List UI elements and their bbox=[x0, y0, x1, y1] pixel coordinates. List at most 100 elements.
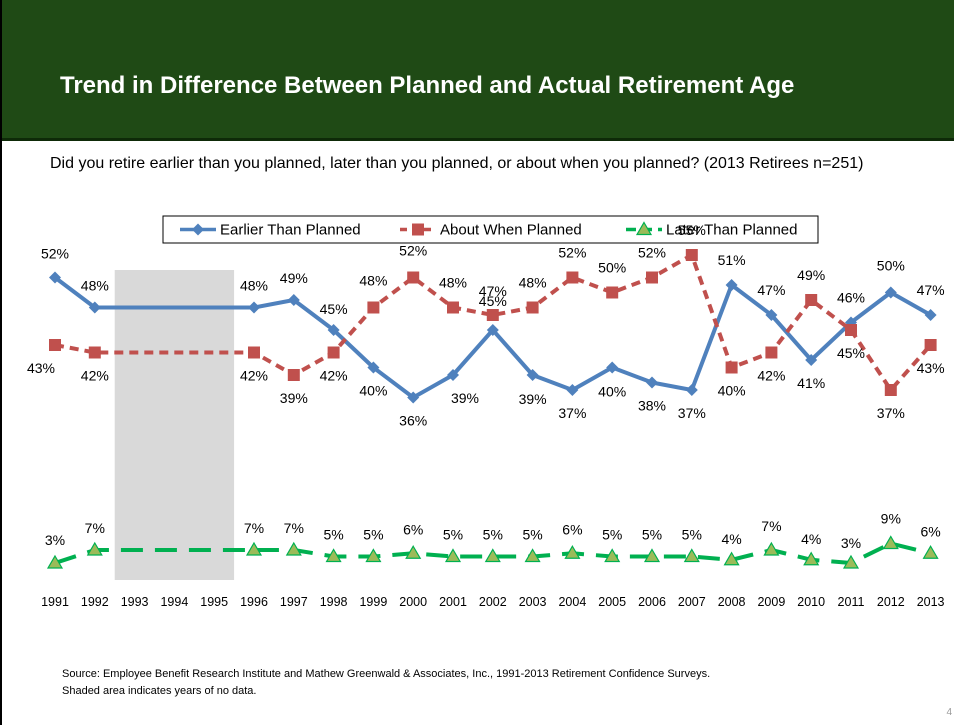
x-tick-2002: 2002 bbox=[479, 595, 507, 609]
data-label-1-2006: 52% bbox=[638, 245, 666, 261]
data-label-0-1999: 40% bbox=[359, 383, 387, 399]
data-label-2-2011: 3% bbox=[841, 535, 861, 551]
point-0-2010 bbox=[805, 354, 818, 366]
data-label-0-2010: 41% bbox=[797, 375, 825, 391]
point-0-2012 bbox=[884, 286, 897, 299]
point-0-1997 bbox=[287, 294, 300, 306]
x-tick-2007: 2007 bbox=[678, 595, 706, 609]
legend-label-2: Later Than Planned bbox=[666, 222, 798, 239]
data-label-2-1998: 5% bbox=[323, 527, 343, 543]
point-1-2003 bbox=[526, 301, 539, 314]
data-label-2-1999: 5% bbox=[363, 527, 383, 543]
series-line-0 bbox=[53, 275, 932, 400]
point-2-2012 bbox=[882, 535, 899, 550]
point-1-2011 bbox=[845, 324, 857, 336]
data-label-1-2011: 45% bbox=[837, 345, 865, 361]
point-2-2002 bbox=[484, 548, 501, 563]
x-tick-1995: 1995 bbox=[200, 595, 228, 609]
data-label-1-2001: 48% bbox=[439, 275, 467, 291]
data-label-1-2002: 47% bbox=[479, 283, 507, 299]
data-label-2-2001: 5% bbox=[443, 527, 463, 543]
data-label-0-2008: 51% bbox=[718, 252, 746, 268]
point-2-2009 bbox=[763, 541, 780, 556]
x-tick-2011: 2011 bbox=[838, 595, 865, 609]
data-label-1-2013: 43% bbox=[917, 360, 945, 376]
point-0-2008 bbox=[725, 279, 738, 291]
point-0-1999 bbox=[367, 361, 380, 374]
data-label-2-2005: 5% bbox=[602, 527, 622, 543]
legend-box bbox=[162, 215, 819, 244]
data-label-2-2009: 7% bbox=[761, 518, 781, 534]
point-2-2003 bbox=[524, 548, 541, 563]
point-1-2008 bbox=[725, 361, 738, 374]
point-1-2009 bbox=[765, 346, 778, 359]
point-0-1998 bbox=[327, 324, 340, 336]
x-tick-1999: 1999 bbox=[359, 595, 387, 609]
point-1-2005 bbox=[606, 286, 619, 299]
data-label-1-1999: 48% bbox=[359, 273, 387, 289]
data-label-1-2008: 40% bbox=[718, 383, 746, 399]
series-line-1 bbox=[54, 253, 933, 392]
data-label-0-1998: 45% bbox=[320, 301, 348, 317]
data-label-0-2005: 40% bbox=[598, 384, 626, 400]
point-1-1992 bbox=[88, 346, 101, 359]
data-label-0-1997: 49% bbox=[280, 270, 308, 286]
data-label-0-1992: 48% bbox=[81, 278, 109, 294]
series-line-2 bbox=[54, 541, 932, 565]
shade-note: Shaded area indicates years of no data. bbox=[62, 685, 257, 697]
slide-edge bbox=[0, 0, 2, 725]
data-label-0-2004: 37% bbox=[558, 405, 586, 421]
point-2-2004 bbox=[564, 545, 581, 559]
point-0-2004 bbox=[566, 384, 579, 396]
point-2-2013 bbox=[922, 545, 939, 559]
legend-label-0: Earlier Than Planned bbox=[220, 222, 361, 239]
data-label-1-2003: 48% bbox=[519, 275, 547, 291]
point-0-2002 bbox=[486, 324, 499, 336]
data-label-0-2001: 39% bbox=[451, 390, 479, 406]
data-label-0-2000: 36% bbox=[399, 413, 427, 429]
data-label-2-1997: 7% bbox=[284, 520, 304, 536]
point-1-1997 bbox=[287, 369, 300, 381]
point-0-2003 bbox=[526, 369, 539, 381]
point-2-2005 bbox=[604, 548, 621, 563]
data-label-2-2012: 9% bbox=[881, 511, 901, 527]
source-text: Source: Employee Benefit Research Instit… bbox=[62, 668, 711, 680]
survey-question: Did you retire earlier than you planned,… bbox=[50, 155, 864, 172]
point-2-2000 bbox=[405, 545, 422, 559]
point-1-2010 bbox=[805, 294, 818, 306]
data-label-2-2008: 4% bbox=[721, 531, 741, 547]
point-2-1996 bbox=[245, 541, 263, 556]
data-label-0-2003: 39% bbox=[519, 391, 547, 407]
data-label-2-2006: 5% bbox=[642, 527, 662, 543]
x-tick-2010: 2010 bbox=[797, 595, 825, 609]
data-label-1-2004: 52% bbox=[558, 245, 586, 261]
data-label-1-1992: 42% bbox=[81, 368, 109, 384]
point-1-2002 bbox=[486, 309, 499, 321]
page-number: 4 bbox=[946, 707, 952, 718]
point-2-2011 bbox=[842, 554, 860, 569]
data-label-0-2011: 46% bbox=[837, 290, 865, 306]
source-note: Source: Employee Benefit Research Instit… bbox=[62, 666, 932, 700]
point-0-2009 bbox=[765, 309, 778, 321]
point-0-2005 bbox=[606, 361, 619, 374]
x-tick-2001: 2001 bbox=[439, 595, 467, 609]
slide-title: Trend in Difference Between Planned and … bbox=[60, 72, 795, 99]
data-label-2-2004: 6% bbox=[562, 521, 582, 537]
x-tick-2004: 2004 bbox=[558, 595, 586, 609]
x-tick-2009: 2009 bbox=[757, 595, 785, 609]
legend-marker-0 bbox=[192, 223, 204, 236]
point-1-2006 bbox=[646, 271, 658, 284]
data-label-2-2000: 6% bbox=[403, 521, 423, 537]
data-label-0-2009: 47% bbox=[757, 282, 785, 298]
x-tick-1998: 1998 bbox=[320, 595, 348, 609]
point-2-2008 bbox=[723, 551, 740, 566]
data-label-0-2012: 50% bbox=[877, 258, 905, 274]
point-1-2001 bbox=[447, 301, 459, 314]
data-label-1-2009: 42% bbox=[757, 368, 785, 384]
point-0-2001 bbox=[447, 369, 459, 381]
data-label-1-1996: 42% bbox=[240, 368, 268, 384]
data-label-2-2007: 5% bbox=[682, 527, 702, 543]
x-tick-2005: 2005 bbox=[598, 595, 626, 609]
point-1-1999 bbox=[367, 301, 380, 314]
x-tick-1996: 1996 bbox=[240, 595, 268, 609]
